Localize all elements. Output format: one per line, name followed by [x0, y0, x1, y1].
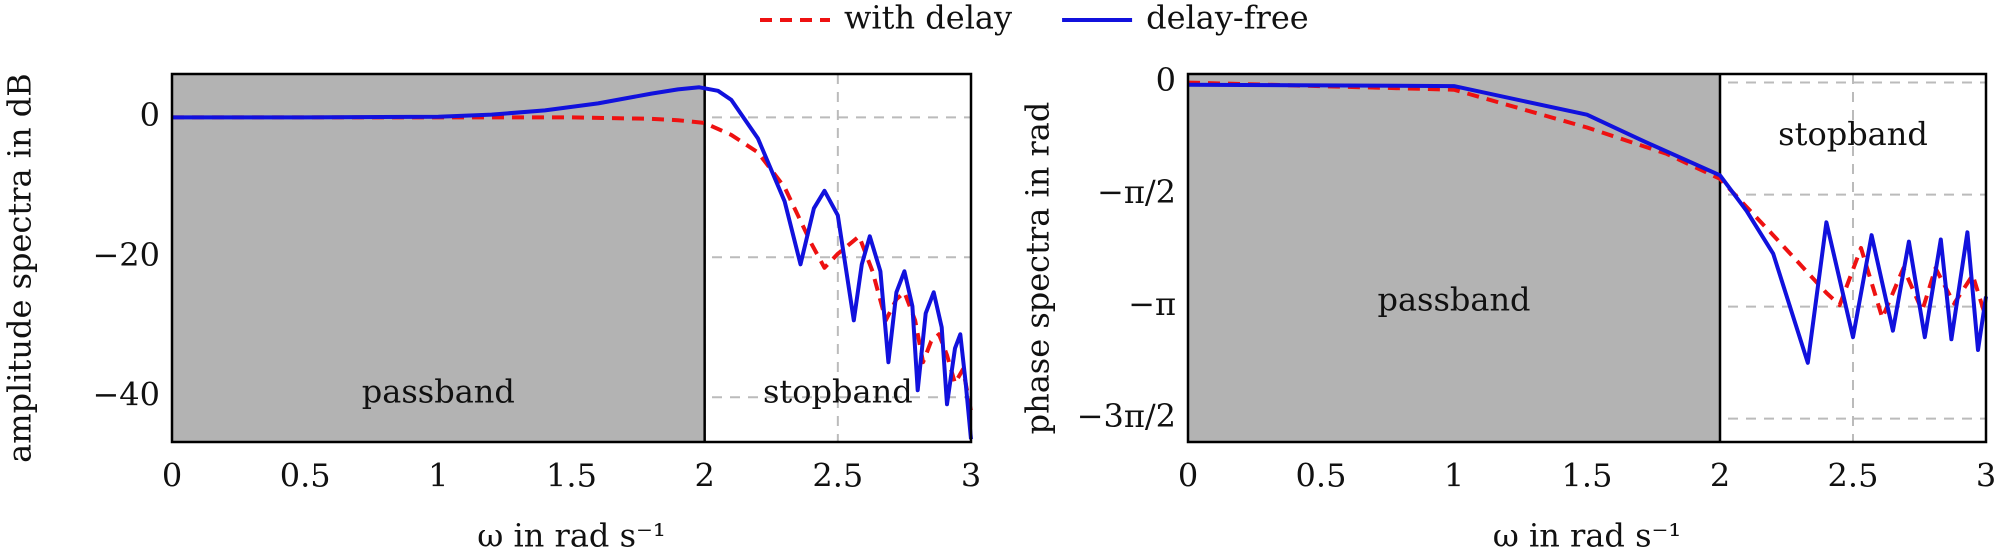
plot-frame	[170, 72, 973, 444]
line	[172, 115, 973, 412]
band-label: passband	[362, 373, 515, 411]
x-axis-label: ω in rad s⁻¹	[1493, 517, 1681, 555]
y-tick-label: −40	[92, 376, 160, 414]
x-tick-label: 3	[1976, 457, 1996, 495]
band-label: stopband	[763, 373, 913, 411]
y-tick-label: −3π/2	[1077, 397, 1176, 435]
y-axis-label: amplitude spectra in dB	[1, 73, 39, 463]
legend-label: with delay	[844, 0, 1012, 37]
y-tick-label: 0	[140, 96, 160, 134]
x-tick-label: 2	[1710, 457, 1730, 495]
y-tick-label: −π	[1128, 285, 1176, 323]
band	[1188, 74, 1720, 442]
y-tick-label: 0	[1156, 61, 1176, 99]
x-tick-label: 0	[162, 457, 182, 495]
y-tick-label: −20	[92, 236, 160, 274]
x-tick-label: 2.5	[812, 457, 863, 495]
x-tick-label: 1	[1444, 457, 1464, 495]
y-axis-label: phase spectra in rad	[1019, 102, 1057, 435]
line	[1187, 82, 1988, 365]
x-tick-label: 3	[961, 457, 981, 495]
x-tick-label: 2	[694, 457, 714, 495]
line	[172, 85, 973, 440]
plot-frame	[1186, 72, 1988, 444]
y-tick-label: −π/2	[1097, 173, 1176, 211]
x-tick-label: 0.5	[280, 457, 331, 495]
x-tick-label: 1.5	[1562, 457, 1613, 495]
x-axis-label: ω in rad s⁻¹	[477, 517, 665, 555]
x-tick-label: 2.5	[1828, 457, 1879, 495]
x-tick-label: 1.5	[546, 457, 597, 495]
x-tick-label: 1	[428, 457, 448, 495]
legend-label: delay-free	[1146, 0, 1309, 37]
band-label: stopband	[1778, 115, 1928, 153]
band-label: passband	[1377, 281, 1530, 319]
band	[172, 74, 705, 442]
x-tick-label: 0.5	[1296, 457, 1347, 495]
x-tick-label: 0	[1178, 457, 1198, 495]
